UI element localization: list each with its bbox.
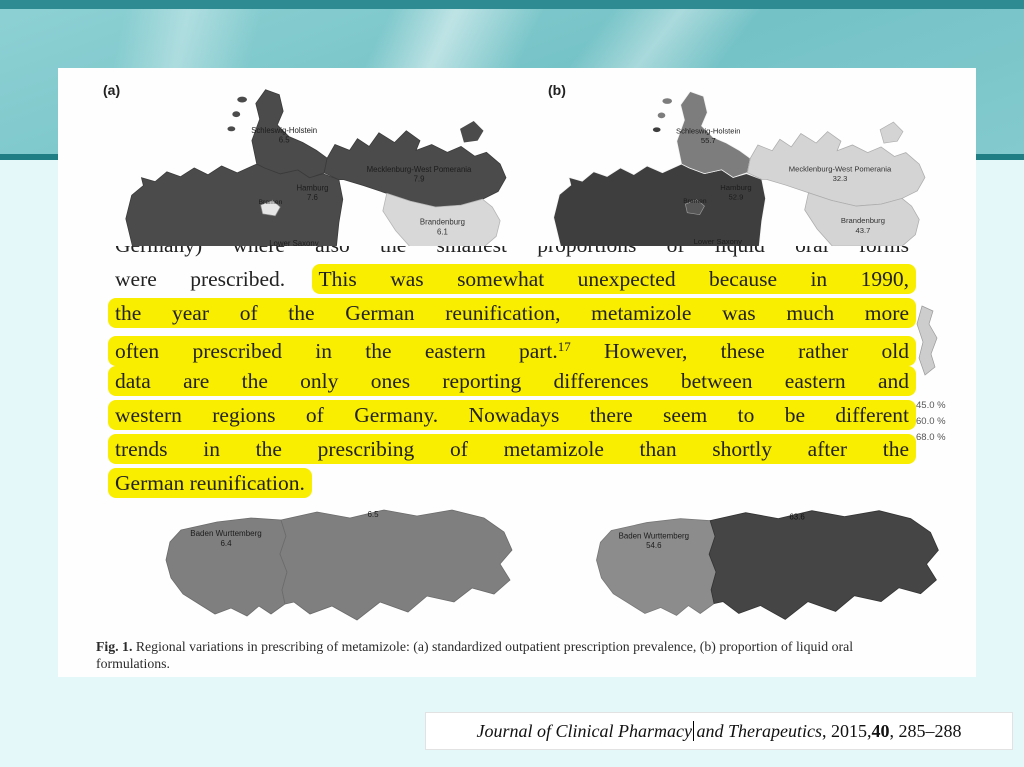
panel-b-label: (b) [548, 82, 566, 98]
figure-caption: Fig. 1. Regional variations in prescribi… [96, 638, 958, 672]
highlight-segment: the year of the German reunification, me… [108, 298, 916, 328]
figure-bottom-row: Baden Wurttemberg 6.4 6.5 Baden Wurttemb… [94, 502, 970, 636]
text-line-4: often prescribed in the eastern part.17 … [108, 330, 916, 366]
figure-top-row: (a) (b) Schleswig-Holstein 6.5 Hamburg 7… [94, 74, 970, 246]
text-cursor [692, 721, 695, 741]
map-value: 54.6 [646, 541, 662, 550]
coastal-island [662, 98, 672, 104]
coastal-island [227, 126, 236, 132]
text-line-7: trends in the prescribing of metamizole … [108, 432, 916, 466]
highlight-segment: data are the only ones reporting differe… [108, 366, 916, 396]
map-label: Schleswig-Holstein [676, 127, 740, 136]
highlight-segment: often prescribed in the eastern part.17 … [108, 336, 916, 366]
region-brandenburg [804, 192, 920, 246]
map-label: Mecklenburg-West Pomerania [367, 165, 472, 174]
region-mecklenburg [746, 131, 926, 207]
map-label: Bremen [683, 198, 707, 205]
citation-pages: , 285–288 [889, 720, 962, 741]
journal-name: Journal of Clinical Pharmacy [476, 720, 692, 741]
map-fragment-east [916, 305, 938, 376]
map-value: 6.4 [220, 539, 232, 548]
figure-legend: 45.0 % 60.0 % 68.0 % [916, 398, 946, 446]
legend-item: 68.0 % [916, 432, 946, 443]
region-bavaria [708, 510, 939, 620]
citation-volume: 40 [871, 720, 890, 741]
highlight-segment: trends in the prescribing of metamizole … [108, 434, 916, 464]
map-a-south-germany: Baden Wurttemberg 6.4 6.5 [165, 509, 513, 621]
map-b-south-germany: Baden Wurttemberg 54.6 63.6 [596, 510, 939, 620]
region-mecklenburg [323, 130, 507, 208]
map-value: 6.5 [367, 510, 379, 519]
text-line-6: western regions of Germany. Nowadays the… [108, 398, 916, 432]
region-schleswig-holstein [676, 91, 751, 178]
map-label: Brandenburg [420, 218, 465, 227]
journal-citation-box: Journal of Clinical Pharmacy and Therape… [425, 712, 1013, 750]
caption-text: formulations. [96, 656, 170, 671]
map-label: Lower Saxony [269, 239, 319, 246]
legend-item: 60.0 % [916, 416, 946, 427]
map-label: Baden Wurttemberg [190, 529, 261, 538]
highlight-segment: German reunification. [108, 468, 312, 498]
caption-text: Regional variations in prescribing of me… [132, 639, 854, 654]
map-label: Hamburg [296, 183, 328, 192]
panel-a-label: (a) [103, 82, 121, 98]
region-bremen [260, 199, 281, 217]
map-value: 6.1 [437, 227, 448, 236]
paper-panel: Germany) where also the smallest proport… [58, 68, 976, 677]
text-line-2: were prescribed. This was somewhat unexp… [115, 262, 916, 296]
map-value: 6.5 [279, 136, 291, 145]
map-b-north-germany: Schleswig-Holstein 55.7 Hamburg 52.9 Mec… [553, 91, 926, 246]
region-schleswig-holstein [251, 89, 328, 179]
map-value: 63.6 [789, 513, 805, 522]
highlight-segment: western regions of Germany. Nowadays the… [108, 400, 916, 430]
coastal-island [657, 112, 666, 119]
map-value: 7.9 [414, 175, 425, 184]
text-line-3: the year of the German reunification, me… [108, 296, 916, 330]
coastal-island [652, 127, 661, 133]
map-label: Lower Saxony [694, 237, 743, 246]
map-value: 55.7 [701, 136, 716, 145]
map-label: Hamburg [720, 183, 751, 192]
ruegen-island [879, 121, 904, 144]
text-line-5: data are the only ones reporting differe… [108, 364, 916, 398]
reference-superscript: 17 [557, 339, 571, 354]
coastal-island [232, 111, 241, 118]
region-bremen [684, 198, 705, 216]
coastal-island [237, 96, 247, 103]
map-label: Mecklenburg-West Pomerania [789, 165, 892, 174]
legend-item: 45.0 % [916, 400, 946, 411]
caption-fig-label: Fig. 1. [96, 639, 133, 654]
region-bavaria [279, 509, 513, 621]
map-value: 7.6 [307, 193, 318, 202]
map-value: 43.7 [855, 226, 870, 235]
map-a-north-germany: Schleswig-Holstein 6.5 Hamburg 7.6 Meckl… [125, 89, 507, 246]
journal-name: and Therapeutics [696, 720, 822, 741]
band-top-line [0, 0, 1024, 9]
map-label: Brandenburg [841, 216, 885, 225]
map-label: Bremen [258, 199, 282, 206]
region-brandenburg [382, 192, 501, 246]
text-line-8: German reunification. [108, 466, 909, 500]
citation-year: , 2015, [821, 720, 872, 741]
ruegen-island [460, 121, 484, 143]
map-value: 52.9 [729, 192, 744, 201]
map-label: Schleswig-Holstein [251, 126, 317, 135]
map-label: Baden Wurttemberg [619, 531, 689, 540]
highlight-segment: This was somewhat unexpected because in … [311, 264, 916, 294]
map-value: 32.3 [833, 174, 848, 183]
article-text-block: Germany) where also the smallest proport… [108, 228, 916, 534]
